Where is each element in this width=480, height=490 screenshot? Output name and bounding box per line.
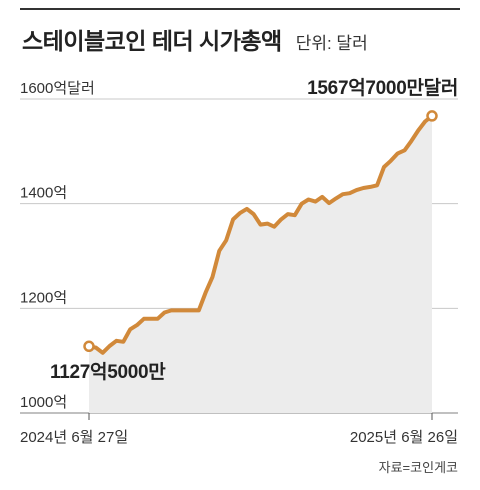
x-label-start: 2024년 6월 27일 (20, 429, 128, 446)
chart-title: 스테이블코인 테더 시가총액 (22, 28, 282, 54)
source-label: 자료=코인게코 (379, 460, 458, 475)
start-value-label: 1127억5000만 (50, 361, 166, 383)
y-tick-label: 1000억 (20, 394, 67, 411)
area-fill (89, 115, 432, 414)
x-label-end: 2025년 6월 26일 (350, 429, 458, 446)
y-tick-label: 1200억 (20, 289, 67, 306)
title-row: 스테이블코인 테더 시가총액 단위: 달러 (22, 22, 368, 56)
end-value-label: 1567억7000만달러 (307, 77, 458, 99)
series-line (87, 113, 434, 355)
y-axis-ticks: 1000억 1200억 1400억 1600억달러 (20, 80, 95, 411)
end-point-marker (426, 110, 438, 122)
unit-label: 단위: 달러 (295, 34, 368, 53)
top-rule (20, 8, 460, 10)
y-tick-label: 1600억달러 (20, 80, 95, 97)
start-point-marker (83, 340, 95, 353)
y-tick-label: 1400억 (20, 185, 67, 202)
